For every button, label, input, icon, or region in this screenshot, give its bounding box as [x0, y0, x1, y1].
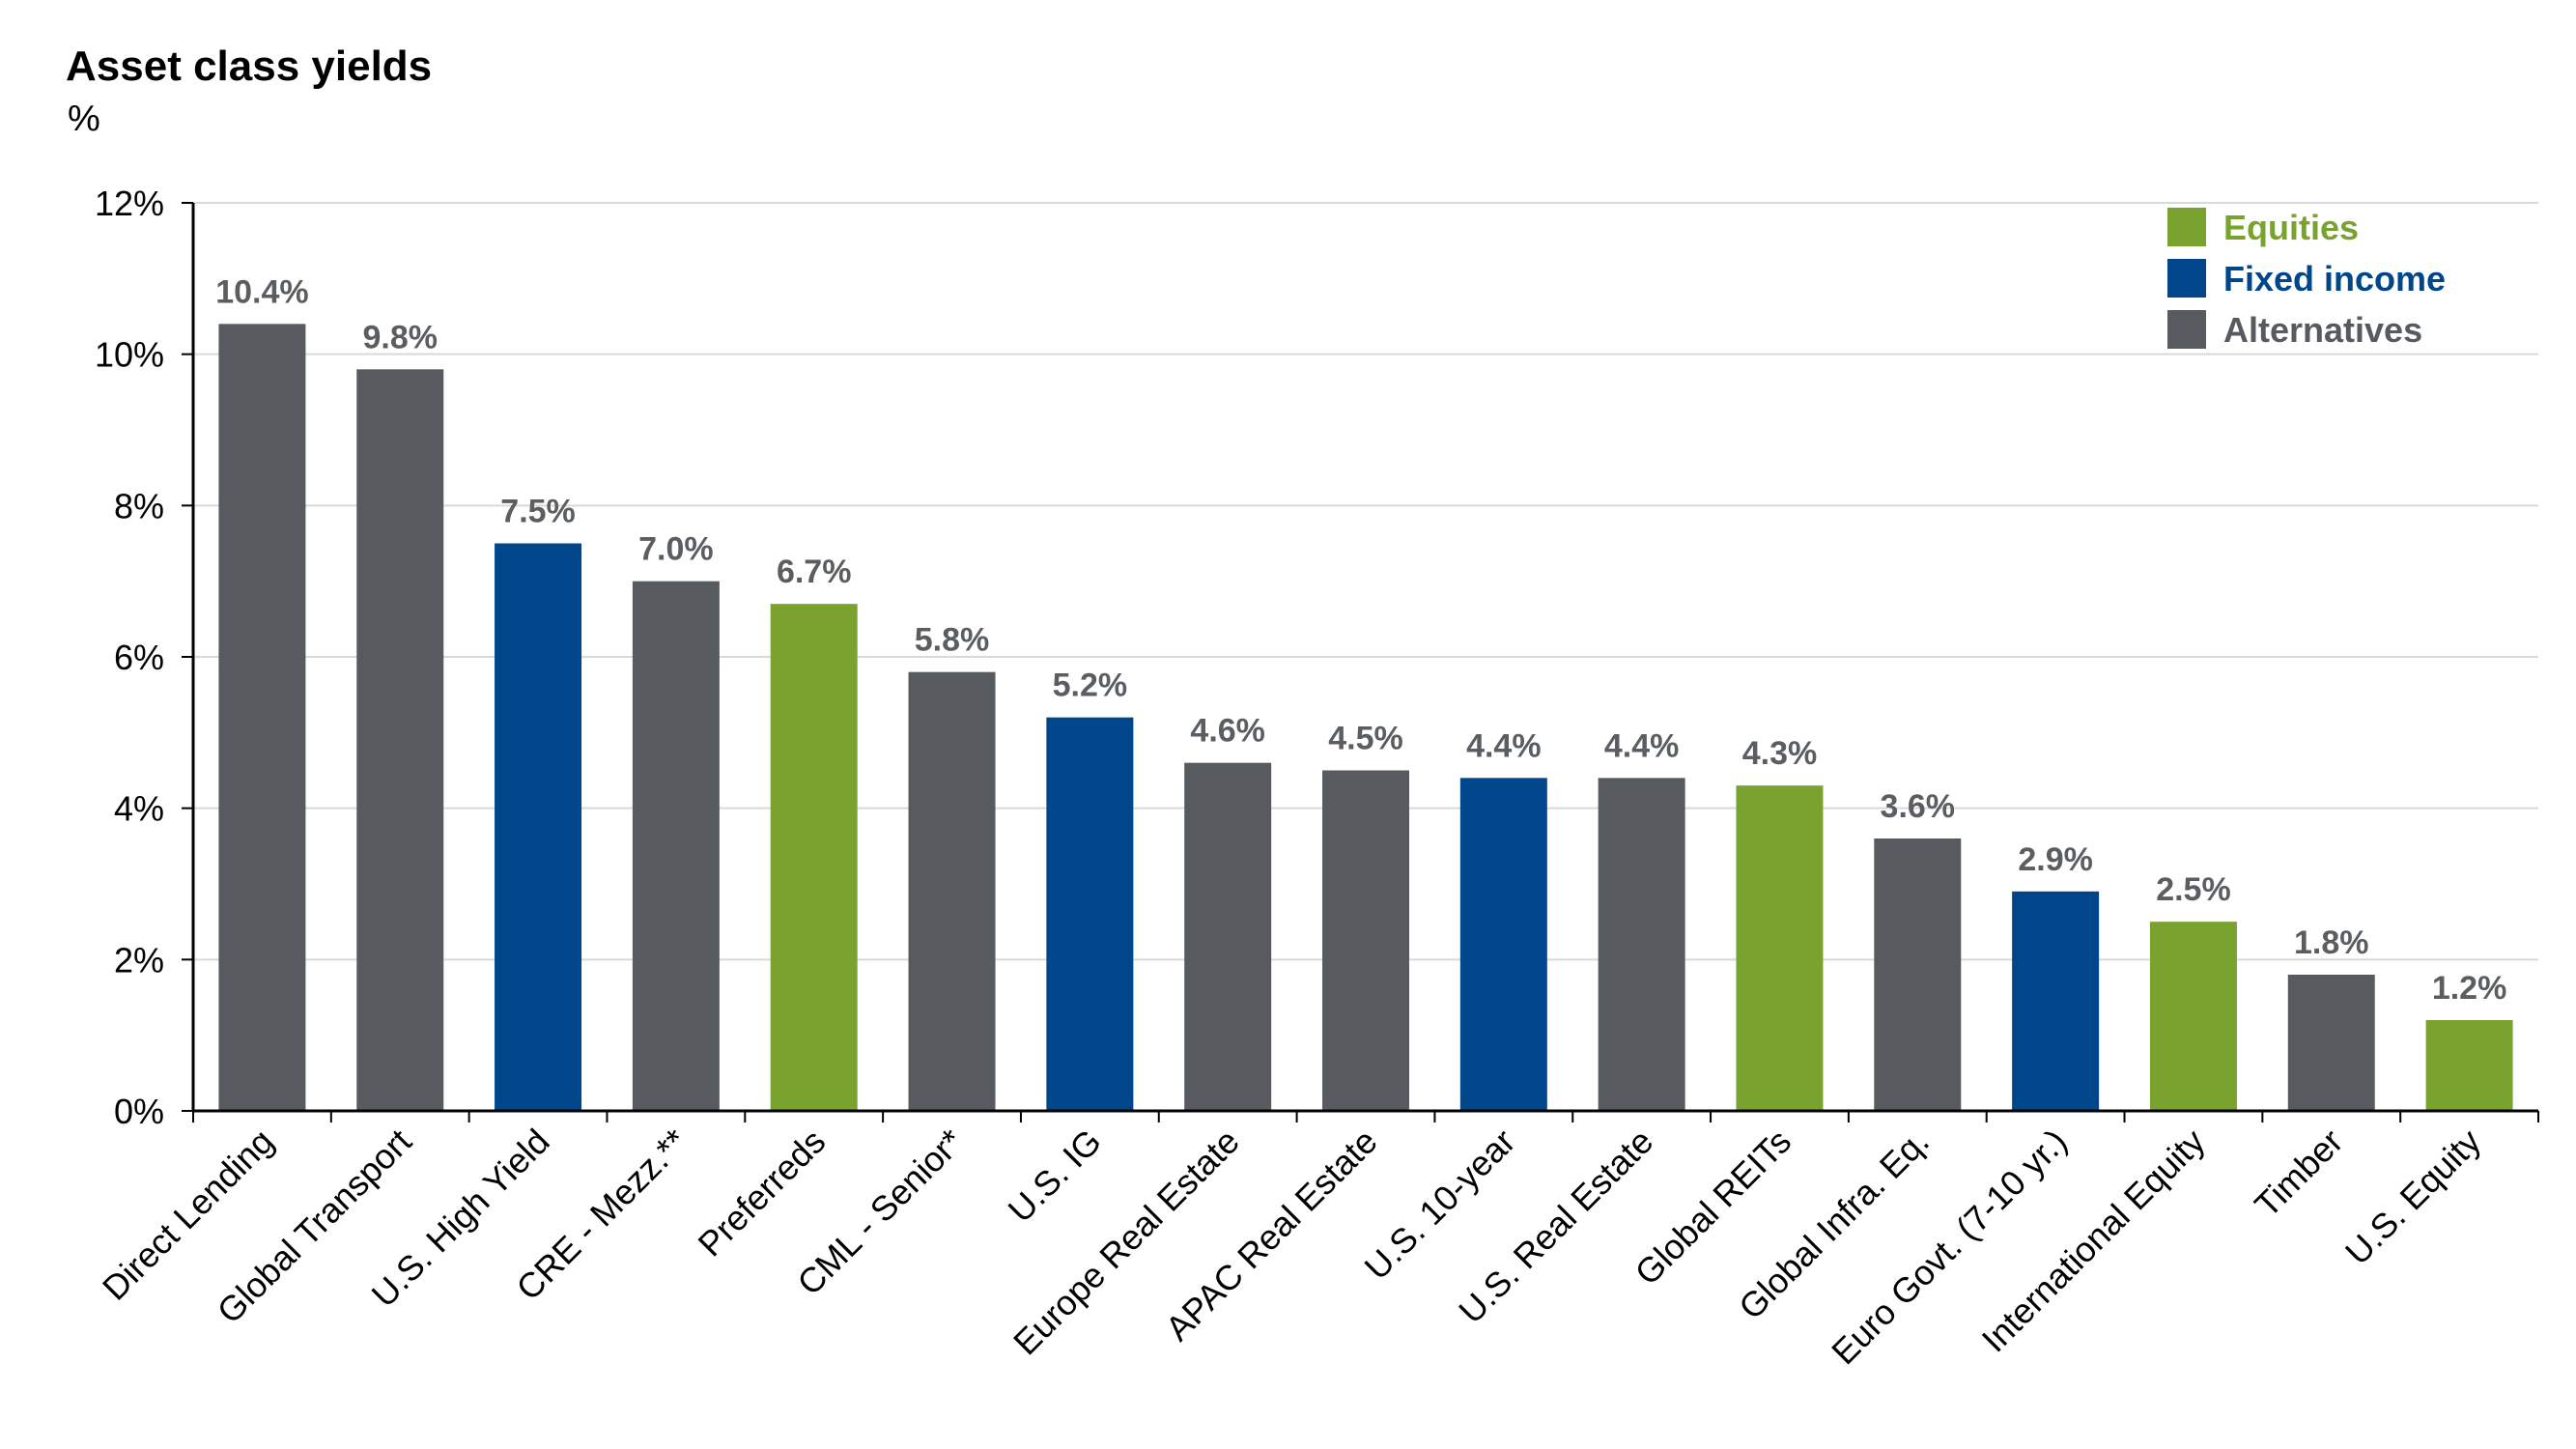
legend-swatch [2167, 208, 2206, 246]
bar [908, 671, 996, 1111]
bar [2012, 891, 2100, 1111]
legend-swatch [2167, 310, 2206, 349]
bar [2149, 922, 2237, 1111]
y-tick-label: 2% [114, 940, 164, 980]
data-label: 5.8% [915, 622, 990, 659]
data-label: 4.6% [1190, 713, 1265, 750]
category-label: Euro Govt. (7-10 yr.) [1824, 1122, 2075, 1373]
y-tick-label: 6% [114, 638, 164, 677]
bar [770, 604, 858, 1111]
y-tick-label: 4% [114, 789, 164, 829]
data-label: 1.2% [2432, 970, 2507, 1007]
category-label: Preferreds [691, 1122, 834, 1264]
bar [495, 543, 582, 1111]
y-axis-unit-label: % [68, 99, 100, 139]
y-tick-label: 8% [114, 486, 164, 526]
data-label: 2.5% [2156, 871, 2231, 908]
legend-label: Fixed income [2223, 259, 2446, 298]
legend-swatch [2167, 259, 2206, 298]
bar [1598, 778, 1685, 1111]
y-tick-label: 12% [95, 184, 164, 223]
bar [1322, 770, 1409, 1111]
bar [1459, 778, 1547, 1111]
data-label: 3.6% [1881, 788, 1956, 825]
y-tick-label: 0% [114, 1092, 164, 1131]
bar [1184, 762, 1272, 1111]
data-label: 7.0% [638, 531, 714, 568]
data-label: 9.8% [362, 319, 438, 355]
data-label: 4.3% [1742, 735, 1818, 772]
data-label: 10.4% [215, 273, 308, 310]
bar [2287, 975, 2375, 1111]
bar [218, 324, 306, 1111]
bar [356, 369, 444, 1111]
data-label: 5.2% [1053, 668, 1128, 704]
legend-label: Equities [2223, 208, 2359, 247]
bar [1736, 785, 1824, 1111]
data-label: 2.9% [2018, 841, 2093, 878]
data-labels: 10.4% 9.8% 7.5% 7.0% 6.7% 5.8% 5.2% 4.6% 4.5% 4.4… [215, 273, 2506, 1007]
chart-title: Asset class yields [66, 43, 433, 90]
bar [1874, 838, 1962, 1111]
data-label: 4.4% [1466, 727, 1542, 764]
category-label: U.S. IG [1001, 1122, 1109, 1230]
y-tick-label: 10% [95, 335, 164, 375]
data-label: 7.5% [500, 494, 576, 530]
data-label: 1.8% [2294, 924, 2369, 961]
category-label: U.S. Equity [2337, 1122, 2488, 1272]
category-label: Timber [2247, 1122, 2350, 1225]
legend: Equities Fixed income Alternatives [2167, 208, 2446, 350]
data-label: 4.5% [1328, 721, 1403, 757]
legend-label: Alternatives [2223, 310, 2422, 350]
bar [2425, 1020, 2513, 1111]
bar [1046, 717, 1134, 1111]
data-label: 4.4% [1604, 727, 1680, 764]
y-axis-ticks: 0% 2% 4% 6% 8% 10% 12% [95, 184, 193, 1131]
x-axis-ticks [192, 1111, 2539, 1122]
bars [218, 324, 2513, 1111]
bar [632, 581, 720, 1111]
data-label: 6.7% [777, 554, 852, 590]
category-label: Europe Real Estate [1005, 1122, 1247, 1363]
